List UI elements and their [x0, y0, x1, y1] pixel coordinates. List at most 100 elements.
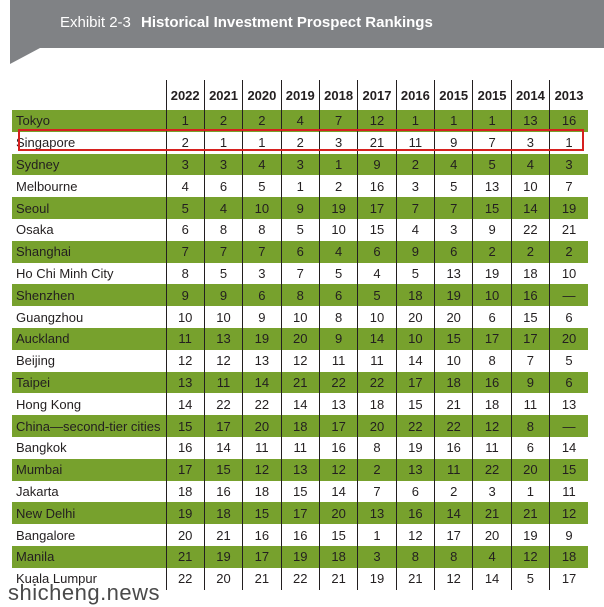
table-row: Jakarta 18 16 18 15 14 7 6 2 3 1 11 [12, 480, 588, 503]
rank-cell: 15 [357, 218, 397, 241]
rank-cell: 22 [357, 371, 397, 394]
rank-cell: 10 [203, 306, 243, 328]
rank-cell: 3 [434, 218, 473, 241]
table-row: Manila 21 19 17 19 18 3 8 8 4 12 18 [12, 545, 588, 568]
rank-cell: 19 [280, 545, 320, 568]
rank-cell: 9 [165, 284, 205, 307]
rank-cell: 15 [395, 393, 435, 416]
rank-cell: 3 [165, 153, 205, 176]
rank-cell: 17 [549, 567, 588, 590]
rank-cell: 2 [242, 110, 282, 132]
rank-cell: 21 [203, 524, 243, 546]
rank-cell: 12 [472, 415, 512, 437]
city-name: Guangzhou [12, 306, 166, 328]
exhibit-title: Historical Investment Prospect Rankings [141, 14, 433, 31]
rank-cell: 18 [472, 393, 512, 416]
rank-cell: 6 [434, 240, 473, 263]
rank-cell: 12 [242, 458, 282, 481]
rank-cell: 5 [203, 262, 243, 285]
rankings-table: 2022 2021 2020 2019 2018 2017 2016 2015 2015 2014… [12, 80, 588, 590]
rank-cell: 18 [510, 262, 550, 285]
rank-cell: 19 [318, 197, 358, 219]
year-header: 2020 [242, 80, 282, 110]
rank-cell: 12 [395, 524, 435, 546]
rank-cell: 5 [165, 197, 205, 219]
rank-cell: 15 [549, 458, 588, 481]
rank-cell: 20 [472, 524, 512, 546]
rank-cell: 12 [203, 349, 243, 372]
city-name: Beijing [12, 349, 166, 372]
rank-cell: 21 [318, 567, 358, 590]
rank-cell: 16 [242, 524, 282, 546]
rank-cell: 14 [395, 349, 435, 372]
rank-cell: 9 [510, 371, 550, 394]
rank-cell: 4 [165, 175, 205, 198]
rank-cell: 11 [203, 371, 243, 394]
rank-cell: 2 [203, 110, 243, 132]
rank-cell: 16 [280, 524, 320, 546]
rank-cell: 11 [510, 393, 550, 416]
rank-cell: 8 [510, 415, 550, 437]
rank-cell: 15 [280, 480, 320, 503]
rank-cell: 6 [549, 306, 588, 328]
rank-cell: 13 [318, 393, 358, 416]
rank-cell: 1 [357, 524, 397, 546]
rank-cell: 6 [395, 480, 435, 503]
city-name: Taipei [12, 371, 166, 394]
year-header: 2021 [203, 80, 243, 110]
rank-cell: 11 [549, 480, 588, 503]
rank-cell: 1 [165, 110, 205, 132]
rank-cell: 8 [357, 436, 397, 459]
rank-cell: 17 [165, 458, 205, 481]
rank-cell: 16 [434, 436, 473, 459]
rank-cell: 3 [472, 480, 512, 503]
rank-cell: 4 [318, 240, 358, 263]
rank-cell: 17 [280, 502, 320, 525]
rank-cell: 10 [165, 306, 205, 328]
city-name: Auckland [12, 327, 166, 350]
table-row: Melbourne 4 6 5 1 2 16 3 5 13 10 7 [12, 175, 588, 198]
rank-cell: 20 [165, 524, 205, 546]
rank-cell: 7 [280, 262, 320, 285]
rank-cell: 19 [357, 567, 397, 590]
rank-cell: 16 [318, 436, 358, 459]
rank-cell: 15 [434, 327, 473, 350]
rank-cell: 5 [357, 284, 397, 307]
rank-cell: 7 [434, 197, 473, 219]
rank-cell: 11 [242, 436, 282, 459]
rank-cell: 16 [510, 284, 550, 307]
year-header: 2015 [472, 80, 512, 110]
rank-cell: 4 [203, 197, 243, 219]
rank-cell: 21 [472, 502, 512, 525]
exhibit-banner: Exhibit 2-3 Historical Investment Prospe… [10, 0, 604, 48]
table-row: Beijing 12 12 13 12 11 11 14 10 8 7 5 [12, 349, 588, 372]
rank-cell: 1 [280, 175, 320, 198]
rank-cell: 7 [318, 110, 358, 132]
rank-cell: 11 [357, 349, 397, 372]
rank-cell: 6 [357, 240, 397, 263]
city-name: Melbourne [12, 175, 166, 198]
rank-cell: 5 [510, 567, 550, 590]
rank-cell: 6 [549, 371, 588, 394]
rank-cell: 15 [472, 197, 512, 219]
year-header-row: 2022 2021 2020 2019 2018 2017 2016 2015 2015 2014… [12, 80, 588, 110]
rank-cell: 4 [280, 110, 320, 132]
rank-cell: 13 [510, 110, 550, 132]
rank-cell: 19 [434, 284, 473, 307]
rank-cell: 21 [510, 502, 550, 525]
rank-cell: 3 [318, 131, 358, 154]
city-name: Manila [12, 545, 166, 568]
rank-cell: 5 [472, 153, 512, 176]
rank-cell: 2 [434, 480, 473, 503]
rank-cell: 13 [472, 175, 512, 198]
rank-cell: 21 [549, 218, 588, 241]
rankings-body: Tokyo 1 2 2 4 7 12 1 1 1 13 16 Singapore 2 1 1 2 3 21 11 9 7 3… [12, 110, 588, 590]
rank-cell: 22 [165, 567, 205, 590]
rank-cell: 20 [549, 327, 588, 350]
rank-cell: 3 [510, 131, 550, 154]
table-row: Shanghai 7 7 7 6 4 6 9 6 2 2 2 [12, 240, 588, 263]
rank-cell: 4 [242, 153, 282, 176]
rank-cell: 20 [318, 502, 358, 525]
rank-cell: 7 [203, 240, 243, 263]
rank-cell: 9 [549, 524, 588, 546]
